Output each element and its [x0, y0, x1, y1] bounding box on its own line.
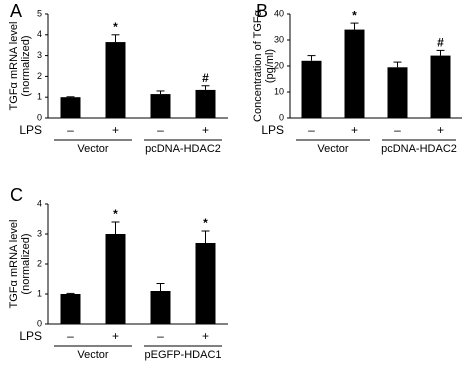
x-tick-label: +: [202, 123, 209, 137]
panel-label: B: [256, 1, 268, 21]
x-tick-label: –: [67, 329, 74, 343]
y-tick-label: 4: [37, 198, 42, 208]
bar: [301, 60, 322, 118]
y-axis-label: (normalized): [20, 233, 32, 294]
y-tick-label: 40: [274, 8, 284, 18]
y-tick-label: 3: [37, 228, 42, 238]
annotation: *: [113, 207, 118, 221]
x-tick-label: –: [157, 123, 164, 137]
x-tick-label: –: [394, 123, 401, 137]
annotation: #: [437, 36, 444, 50]
y-tick-label: 0: [279, 112, 284, 122]
panel-label: A: [10, 1, 22, 21]
x-tick-label: +: [202, 329, 209, 343]
y-tick-label: 0: [37, 318, 42, 328]
x-tick-label: –: [157, 329, 164, 343]
bar: [344, 29, 365, 119]
y-axis-label: Concentration of TGFα: [252, 9, 264, 122]
x-tick-label: +: [351, 123, 358, 137]
y-axis-label: TGFα mRNA level: [8, 220, 20, 309]
bar: [150, 291, 171, 324]
y-tick-label: 3: [37, 50, 42, 60]
x-tick-label: –: [308, 123, 315, 137]
x-tick-label: +: [112, 123, 119, 137]
x-tick-label: +: [112, 329, 119, 343]
bar: [150, 94, 171, 118]
y-tick-label: 0: [37, 112, 42, 122]
y-tick-label: 1: [37, 288, 42, 298]
bar: [60, 294, 81, 324]
y-axis-label: (pg/ml): [264, 49, 276, 83]
group-label: Vector: [317, 143, 349, 155]
x-row-label: LPS: [261, 123, 284, 137]
annotation: *: [203, 216, 208, 230]
x-row-label: LPS: [19, 329, 42, 343]
bar: [60, 97, 81, 118]
panel-label: C: [10, 185, 23, 205]
y-axis-label: (normalized): [20, 35, 32, 96]
y-tick-label: 2: [37, 71, 42, 81]
y-tick-label: 5: [37, 8, 42, 18]
x-row-label: LPS: [19, 123, 42, 137]
y-tick-label: 10: [274, 86, 284, 96]
bar: [430, 55, 451, 118]
group-label: Vector: [77, 349, 109, 361]
bar: [387, 67, 408, 118]
group-label: pEGFP-HDAC1: [144, 349, 221, 361]
group-label: Vector: [77, 143, 109, 155]
bar: [195, 89, 216, 118]
y-tick-label: 20: [274, 60, 284, 70]
y-axis-label: TGFα mRNA level: [8, 22, 20, 111]
bar: [105, 42, 126, 118]
y-tick-label: 1: [37, 92, 42, 102]
x-tick-label: +: [437, 123, 444, 137]
bar: [195, 243, 216, 324]
y-tick-label: 4: [37, 29, 42, 39]
group-label: pcDNA-HDAC2: [381, 143, 457, 155]
group-label: pcDNA-HDAC2: [145, 143, 221, 155]
bar: [105, 234, 126, 324]
y-tick-label: 2: [37, 258, 42, 268]
y-tick-label: 30: [274, 34, 284, 44]
annotation: #: [202, 71, 209, 85]
annotation: *: [352, 8, 357, 22]
annotation: *: [113, 20, 118, 34]
x-tick-label: –: [67, 123, 74, 137]
